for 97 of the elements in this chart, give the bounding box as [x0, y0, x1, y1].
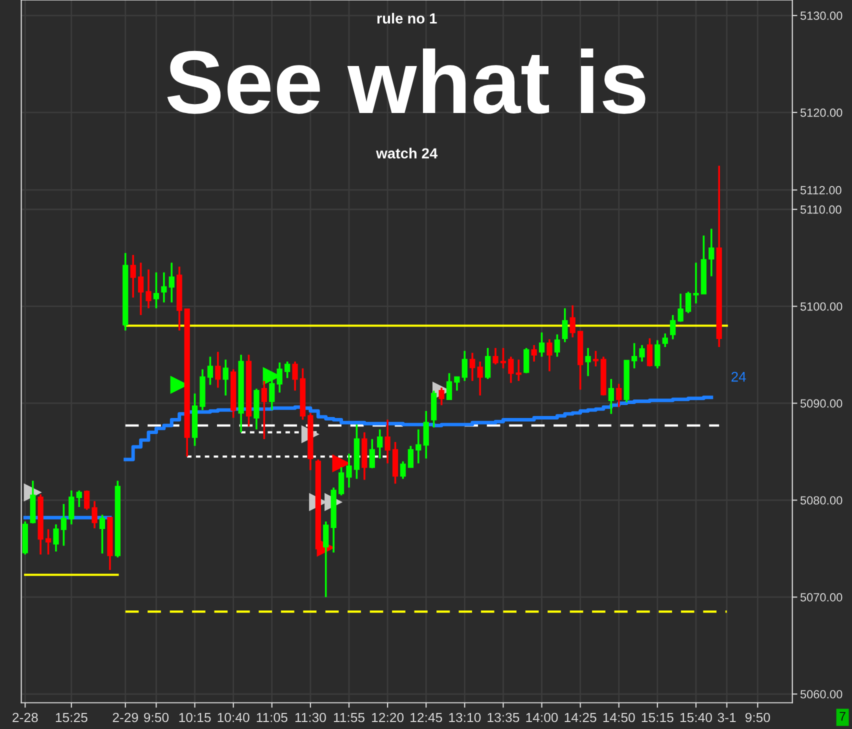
- candlestick: [500, 347, 506, 370]
- candlestick: [400, 460, 406, 480]
- candlestick: [592, 350, 599, 368]
- x-tick-label: 3-1: [718, 712, 736, 722]
- x-tick-label: 10:15: [179, 712, 211, 722]
- candlestick: [546, 338, 552, 372]
- annotation: watch 24: [376, 148, 438, 159]
- candlestick: [60, 503, 67, 547]
- candlestick: [631, 342, 638, 370]
- candlestick: [470, 352, 476, 382]
- x-tick-label: 12:20: [372, 712, 404, 722]
- x-tick-label: 12:45: [410, 712, 442, 722]
- candlestick: [554, 334, 560, 358]
- candlestick: [369, 438, 375, 470]
- y-tick-label: 5110.00: [800, 205, 842, 214]
- candlestick: [68, 490, 74, 526]
- x-tick-label: 13:35: [488, 712, 520, 722]
- y-tick-label: 5060.00: [800, 690, 842, 698]
- x-tick-label: 15:25: [56, 712, 88, 722]
- candlestick: [222, 358, 228, 396]
- x-tick-label: 2-29: [112, 712, 138, 722]
- candlestick: [323, 520, 329, 598]
- y-tick-label: 5130.00: [800, 12, 842, 20]
- candlestick: [438, 386, 444, 406]
- x-tick-label: 9:50: [144, 712, 169, 722]
- candlestick: [531, 344, 537, 362]
- candlestick: [508, 356, 514, 384]
- candlestick: [608, 378, 614, 415]
- candlestick: [346, 452, 352, 488]
- candlestick: [338, 466, 344, 496]
- x-tick-label: 10:40: [218, 712, 250, 722]
- candlestick: [138, 262, 144, 316]
- x-tick-label: 11:55: [334, 712, 364, 722]
- candlestick: [562, 307, 568, 344]
- x-tick-label: 11:05: [256, 712, 288, 722]
- x-tick-label: 15:15: [642, 712, 674, 722]
- candlestick: [292, 360, 298, 392]
- candlestick: [516, 358, 522, 382]
- candlestick: [646, 337, 653, 368]
- x-tick-label: 14:00: [526, 712, 558, 722]
- candlestick: [654, 339, 660, 370]
- point: [332, 454, 350, 472]
- candlestick: [484, 347, 491, 380]
- candlestick: [99, 514, 106, 554]
- candlestick: [377, 428, 383, 460]
- candlestick: [408, 444, 414, 468]
- candlestick: [53, 523, 59, 552]
- candlestick: [538, 332, 545, 358]
- candlestick: [708, 228, 714, 278]
- annotation: rule no 1: [377, 12, 437, 24]
- candlestick: [146, 268, 152, 310]
- chart-title: See what is: [167, 48, 646, 114]
- candlestick: [492, 347, 498, 366]
- candlestick: [662, 332, 668, 348]
- text: 7: [840, 712, 846, 721]
- x-tick-label: 15:40: [680, 712, 712, 722]
- candlestick: [153, 271, 160, 310]
- y-tick-label: 5112.00: [800, 186, 842, 194]
- x-tick-label: 13:10: [449, 712, 481, 722]
- candlestick: [446, 372, 452, 400]
- candlestick: [570, 304, 576, 338]
- candlestick: [168, 262, 174, 304]
- candlestick: [284, 360, 290, 379]
- candlestick: [685, 290, 692, 314]
- y-tick-label: 5120.00: [800, 108, 842, 117]
- y-tick-label: 5070.00: [800, 593, 842, 602]
- candlestick: [416, 428, 422, 464]
- candlestick: [639, 344, 645, 362]
- candlestick: [161, 271, 167, 304]
- x-tick-label: 14:25: [564, 712, 596, 722]
- candlestick: [524, 347, 530, 374]
- candlestick: [585, 347, 591, 377]
- candlestick: [454, 376, 460, 392]
- candlestick: [207, 356, 214, 386]
- candlestick: [384, 418, 390, 464]
- x-tick-label: 11:30: [295, 712, 326, 722]
- candlestick: [45, 528, 52, 556]
- candlestick: [616, 382, 622, 408]
- candlestick: [678, 292, 684, 323]
- y-tick-label: 5080.00: [800, 496, 842, 505]
- candlestick: [215, 350, 221, 389]
- candlestick: [130, 254, 136, 298]
- candlestick: [477, 360, 483, 396]
- x-tick-label: 9:50: [745, 712, 770, 722]
- x-tick-label: 2-28: [12, 712, 38, 722]
- candlestick: [261, 380, 267, 440]
- candlestick: [76, 490, 82, 508]
- x-tick-label: 14:50: [603, 712, 635, 722]
- y-tick-label: 5100.00: [800, 302, 842, 311]
- candlestick: [462, 350, 468, 382]
- candlestick: [423, 410, 429, 460]
- y-tick-label: 5090.00: [800, 399, 842, 408]
- candlestick: [84, 490, 90, 511]
- candlestick: [670, 314, 676, 340]
- candlestick: [693, 262, 699, 304]
- series-label: 24: [732, 372, 746, 382]
- candlestick: [92, 500, 98, 530]
